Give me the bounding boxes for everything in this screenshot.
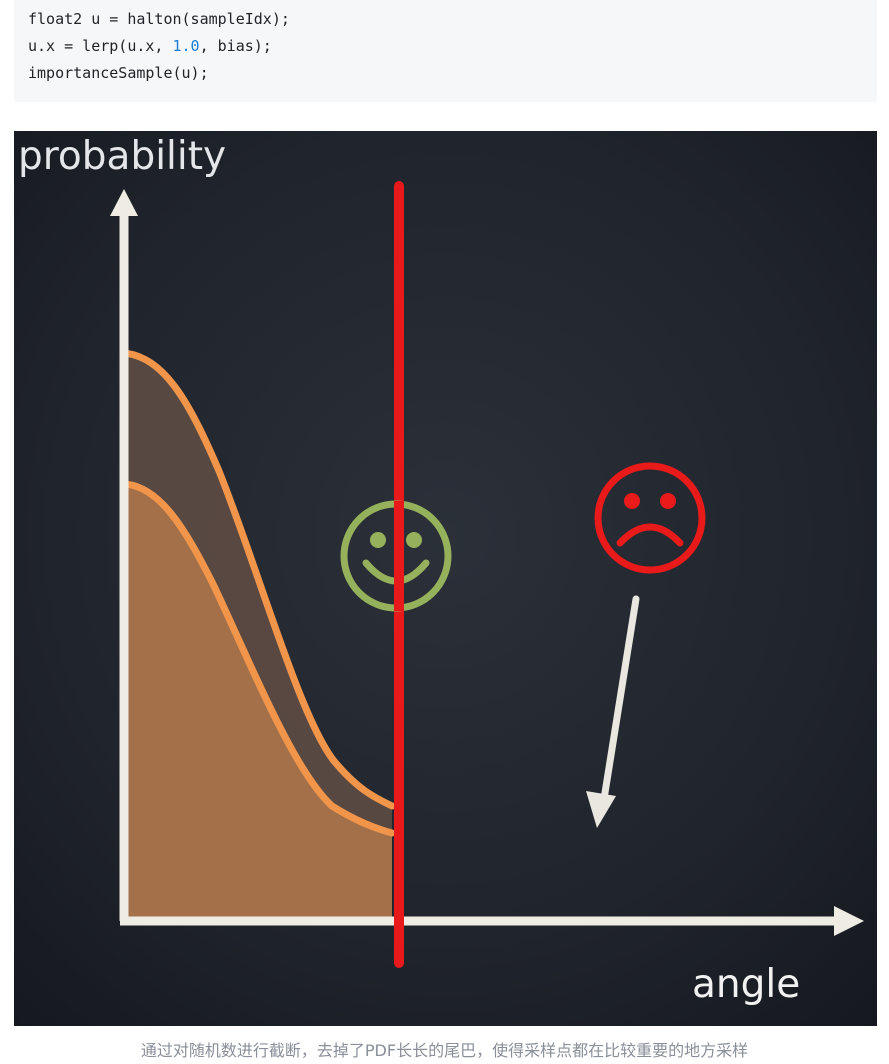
original-pdf-curve <box>120 349 396 810</box>
x-axis-label: angle <box>692 962 800 1007</box>
figure-caption: 通过对随机数进行截断，去掉了PDF长长的尾巴，使得采样点都在比较重要的地方采样 <box>140 1041 749 1060</box>
code-line-2-suffix: , bias); <box>199 37 272 55</box>
code-line-3: importanceSample(u); <box>28 64 209 82</box>
code-line-2-prefix: u.x = lerp(u.x, <box>28 37 173 55</box>
truncated-pdf-area <box>124 484 392 919</box>
code-line-1: float2 u = halton(sampleIdx); <box>28 10 290 28</box>
down-arrow-icon <box>586 595 640 828</box>
code-number-literal: 1.0 <box>172 37 200 55</box>
code-block: float2 u = halton(sampleIdx); u.x = lerp… <box>14 0 877 102</box>
y-axis-label: probability <box>18 134 226 179</box>
code-line-2: u.x = lerp(u.x, 1.0, bias); <box>28 33 863 60</box>
y-axis-arrowhead <box>110 189 138 216</box>
x-axis-arrowhead <box>834 906 864 936</box>
sad-face-icon <box>594 462 706 574</box>
pdf-truncation-figure: probability angle <box>14 131 877 1026</box>
truncated-pdf-curve <box>120 480 396 837</box>
figure-canvas: probability angle <box>14 131 877 1026</box>
